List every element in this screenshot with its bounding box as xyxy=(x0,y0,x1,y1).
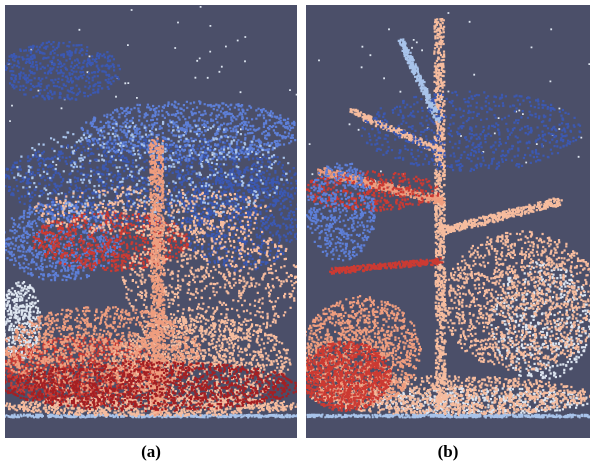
point-cloud xyxy=(308,12,590,416)
panel-label: (b) xyxy=(438,442,459,461)
point-cloud xyxy=(5,210,189,408)
panel-b-points xyxy=(306,12,590,419)
point-cloud xyxy=(360,90,582,173)
point-cloud xyxy=(5,100,297,282)
point-cloud xyxy=(5,360,297,413)
panel-label: (a) xyxy=(141,442,161,461)
panel-a-points xyxy=(5,6,297,419)
point-cloud xyxy=(5,120,297,419)
point-cloud xyxy=(306,167,446,407)
point-cloud xyxy=(306,162,376,262)
point-cloud xyxy=(5,185,297,418)
point-cloud xyxy=(306,170,444,413)
point-cloud xyxy=(5,137,202,416)
